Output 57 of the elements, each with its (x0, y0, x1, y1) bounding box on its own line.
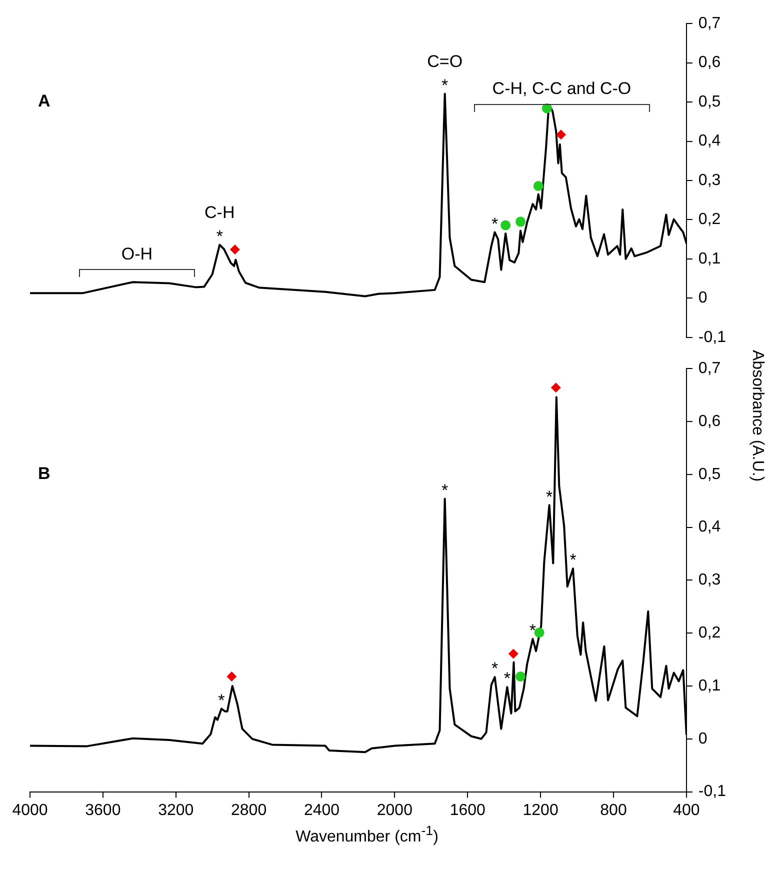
annotation: * (442, 76, 449, 95)
y-tick-label: 0,4 (698, 132, 721, 150)
point (230, 244, 240, 255)
y-tick-label: 0 (698, 730, 708, 748)
y-tick-label: 0,1 (698, 250, 721, 268)
y-tick-label: 0,1 (698, 677, 721, 694)
x-tick-label: 3600 (85, 802, 121, 819)
y-tick-label: 0,2 (698, 624, 721, 642)
x-tick-label: 3200 (158, 802, 194, 819)
point (550, 382, 561, 393)
point (556, 130, 566, 140)
point (516, 216, 526, 227)
y-tick-label: -0,1 (698, 328, 726, 346)
x-tick-label: 2000 (376, 802, 413, 819)
y-tick-label: 0,7 (698, 360, 721, 378)
point (516, 671, 526, 682)
annotation: C=O (427, 52, 463, 71)
annotation: * (491, 214, 498, 234)
annotation: C-H (204, 203, 235, 222)
y-tick-label: 0,3 (698, 172, 721, 189)
text: A (38, 92, 50, 111)
x-tick-label: 1600 (450, 802, 486, 819)
text: B (38, 464, 50, 484)
annotation: C-H, C-C and C-O (492, 79, 632, 98)
y-tick-label: 0,3 (698, 572, 721, 589)
y-axis-title: Absorbance (A.U.) (748, 350, 766, 482)
annotation: O-H (121, 244, 153, 264)
point (500, 220, 511, 230)
y-tick-label: 0,6 (698, 54, 721, 72)
point (534, 628, 544, 638)
point (533, 180, 544, 191)
x-tick-label: 800 (600, 802, 627, 819)
annotation: * (491, 659, 498, 678)
annotation: * (546, 487, 553, 506)
annotation: * (442, 480, 449, 500)
annotation: * (570, 550, 577, 570)
point (508, 648, 518, 659)
y-tick-label: 0,7 (698, 15, 721, 32)
y-tick-label: 0,6 (698, 412, 721, 430)
annotation: * (529, 621, 536, 640)
y-tick-label: 0,5 (698, 93, 721, 110)
point (226, 671, 237, 682)
y-tick-label: -0,1 (698, 783, 726, 800)
x-tick-label: 400 (673, 802, 700, 819)
x-tick-label: 1200 (522, 802, 558, 819)
x-tick-label: 2400 (304, 802, 340, 819)
y-tick-label: 0 (698, 290, 708, 307)
x-axis-title: Wavenumber (cm$^{-1}$) (294, 823, 440, 846)
annotation: * (218, 690, 226, 710)
y-tick-label: 0,5 (698, 466, 721, 483)
annotation: * (216, 227, 224, 246)
y-tick-label: 0,2 (698, 211, 721, 228)
x-tick-label: 4000 (12, 802, 48, 819)
annotation: * (504, 669, 511, 688)
point (542, 103, 552, 114)
y-tick-label: 0,4 (698, 518, 721, 536)
x-tick-label: 2800 (231, 802, 267, 819)
